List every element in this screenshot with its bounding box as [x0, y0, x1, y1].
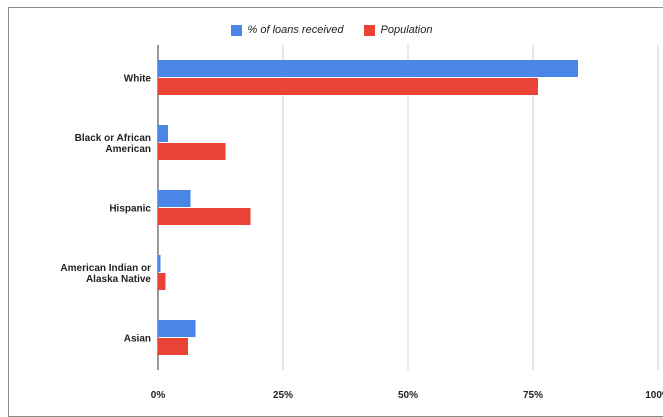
category-label: American Indian or: [60, 263, 151, 274]
x-tick-label: 50%: [398, 390, 418, 401]
legend-swatch-population: [363, 24, 375, 36]
category-label: American: [105, 144, 151, 155]
bar-loans: [158, 60, 578, 77]
category-label: Hispanic: [109, 204, 151, 215]
x-tick-label: 75%: [523, 390, 543, 401]
x-tick-label: 25%: [273, 390, 293, 401]
bar-loans: [158, 320, 196, 337]
category-label: Asian: [124, 334, 151, 345]
category-label: Alaska Native: [86, 274, 151, 285]
bar-population: [158, 273, 166, 290]
legend-swatch-loans: [230, 24, 242, 36]
bar-population: [158, 338, 188, 355]
legend-label-population: Population: [380, 24, 433, 36]
category-label: Black or African: [75, 133, 151, 144]
legend: % of loans received Population: [0, 24, 663, 36]
bar-loans: [158, 125, 168, 142]
bar-population: [158, 143, 226, 160]
bar-population: [158, 208, 251, 225]
x-tick-label: 100%: [645, 390, 663, 401]
bar-loans: [158, 190, 191, 207]
bar-population: [158, 78, 538, 95]
bar-loans: [158, 255, 161, 272]
category-label: White: [124, 74, 152, 85]
legend-item-population: Population: [363, 24, 433, 36]
x-tick-label: 0%: [151, 390, 166, 401]
legend-item-loans: % of loans received: [230, 24, 344, 36]
legend-label-loans: % of loans received: [247, 24, 344, 36]
